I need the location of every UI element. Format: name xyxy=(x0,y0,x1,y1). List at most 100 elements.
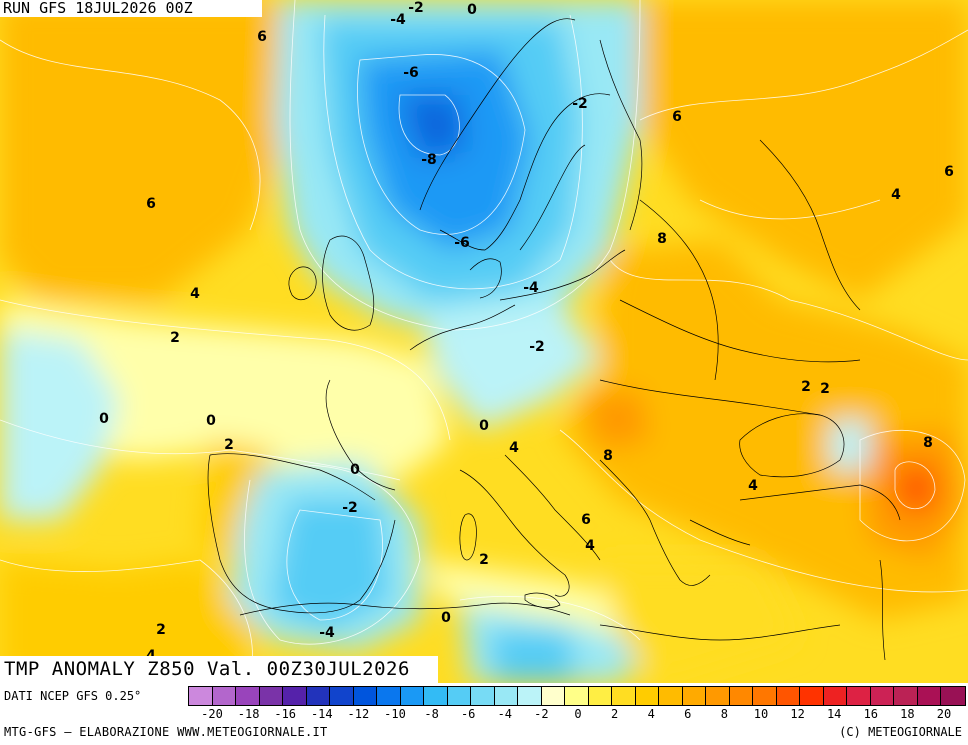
contour-label: 4 xyxy=(748,478,758,494)
legend-tick: 16 xyxy=(863,707,879,721)
legend-swatch xyxy=(565,687,589,705)
legend-tick: -6 xyxy=(460,707,476,721)
contour-label: 2 xyxy=(170,330,180,346)
contour-label: 4 xyxy=(585,538,595,554)
contour-label: 0 xyxy=(206,413,216,429)
contour-label: 8 xyxy=(923,435,933,451)
legend-swatch xyxy=(541,687,565,705)
legend-swatch xyxy=(518,687,542,705)
isotherm-lines xyxy=(0,0,968,683)
contour-label: 0 xyxy=(99,411,109,427)
contour-label: -4 xyxy=(390,12,406,28)
legend-swatch xyxy=(823,687,847,705)
legend-tick: -20 xyxy=(201,707,223,721)
contour-label: -2 xyxy=(342,500,358,516)
legend-swatch xyxy=(800,687,824,705)
legend-tick: -12 xyxy=(347,707,370,721)
contour-label: 6 xyxy=(257,29,267,45)
contour-label: 4 xyxy=(891,187,901,203)
contour-label: -8 xyxy=(421,152,437,168)
legend-swatch xyxy=(682,687,706,705)
legend-tick: -16 xyxy=(274,707,297,721)
legend-tick: 0 xyxy=(574,707,582,721)
contour-label: 2 xyxy=(479,552,489,568)
map-title: TMP ANOMALY Z850 Val. 00Z30JUL2026 xyxy=(0,656,438,683)
run-label: RUN GFS 18JUL2026 00Z xyxy=(0,0,262,17)
contour-label: 2 xyxy=(224,437,234,453)
legend-swatch xyxy=(400,687,424,705)
footer: DATI NCEP GFS 0.25° -20 -18 -16 -14 -12 -10 -8… xyxy=(0,683,968,745)
contour-label: 6 xyxy=(944,164,954,180)
legend-swatch xyxy=(259,687,283,705)
legend-swatch xyxy=(471,687,495,705)
legend-tick: 12 xyxy=(790,707,805,721)
legend-swatch xyxy=(917,687,941,705)
legend-swatch xyxy=(894,687,918,705)
legend-swatch xyxy=(612,687,636,705)
legend-swatch xyxy=(776,687,800,705)
anomaly-map: -2 0 -4 6 -6 -2 6 -8 6 6 4 -6 8 -4 4 2 -… xyxy=(0,0,968,683)
legend-tick: -2 xyxy=(534,707,549,721)
contour-label: -6 xyxy=(403,65,419,81)
contour-label: 4 xyxy=(509,440,519,456)
legend-swatch xyxy=(330,687,354,705)
contour-label: -4 xyxy=(319,625,335,641)
anomaly-fill xyxy=(0,0,968,683)
legend-swatch xyxy=(706,687,730,705)
legend-swatch xyxy=(353,687,377,705)
legend-ticks: -20 -18 -16 -14 -12 -10 -8 -6 -4 -2 0 2 4 6 8 10 12 14 16 1… xyxy=(188,707,968,723)
legend-swatch xyxy=(283,687,307,705)
contour-label: 8 xyxy=(603,448,613,464)
legend-tick: 4 xyxy=(647,707,655,721)
contour-label: -2 xyxy=(572,96,588,112)
contour-label: 0 xyxy=(350,462,360,478)
contour-label: 4 xyxy=(190,286,200,302)
legend-tick: 20 xyxy=(936,707,952,721)
legend-tick: 14 xyxy=(826,707,842,721)
legend-tick: 6 xyxy=(684,707,692,721)
legend-swatch xyxy=(659,687,683,705)
contour-label: 2 xyxy=(156,622,166,638)
legend-tick: 8 xyxy=(720,707,729,721)
coastlines xyxy=(207,18,901,661)
contour-label: 2 xyxy=(801,379,811,395)
contour-label: 0 xyxy=(441,610,451,626)
contour-label: 0 xyxy=(479,418,489,434)
legend-tick: 18 xyxy=(900,707,915,721)
credit: MTG-GFS — ELABORAZIONE WWW.METEOGIORNALE… xyxy=(4,725,328,739)
legend-tick: 2 xyxy=(610,707,619,721)
contour-label: 0 xyxy=(467,2,477,18)
contour-label: -2 xyxy=(529,339,545,355)
legend-swatch xyxy=(588,687,612,705)
contour-label: 6 xyxy=(146,196,156,212)
legend-swatch xyxy=(870,687,894,705)
contour-label: -4 xyxy=(523,280,539,296)
legend-swatch xyxy=(424,687,448,705)
legend-tick: -10 xyxy=(384,707,406,721)
contour-label: -2 xyxy=(408,0,424,16)
contour-label: 2 xyxy=(820,381,830,397)
legend-swatch xyxy=(635,687,659,705)
legend-swatch xyxy=(447,687,471,705)
legend-swatch xyxy=(212,687,236,705)
contour-label: 6 xyxy=(672,109,682,125)
copyright: (C) METEOGIORNALE xyxy=(839,725,962,739)
legend-swatch xyxy=(847,687,871,705)
legend-swatch xyxy=(306,687,330,705)
legend-tick: 10 xyxy=(753,707,769,721)
contour-label: 6 xyxy=(581,512,591,528)
color-legend xyxy=(188,686,966,706)
contour-label: 8 xyxy=(657,231,667,247)
legend-swatch xyxy=(729,687,753,705)
legend-tick: -8 xyxy=(424,707,439,721)
legend-tick: -4 xyxy=(497,707,513,721)
legend-swatch xyxy=(236,687,260,705)
legend-tick: -18 xyxy=(237,707,260,721)
contour-label: -6 xyxy=(454,235,470,251)
data-source: DATI NCEP GFS 0.25° xyxy=(4,689,142,703)
legend-swatch xyxy=(753,687,777,705)
legend-swatch xyxy=(377,687,401,705)
legend-tick: -14 xyxy=(310,707,333,721)
legend-swatch xyxy=(941,687,965,705)
legend-swatch xyxy=(189,687,213,705)
